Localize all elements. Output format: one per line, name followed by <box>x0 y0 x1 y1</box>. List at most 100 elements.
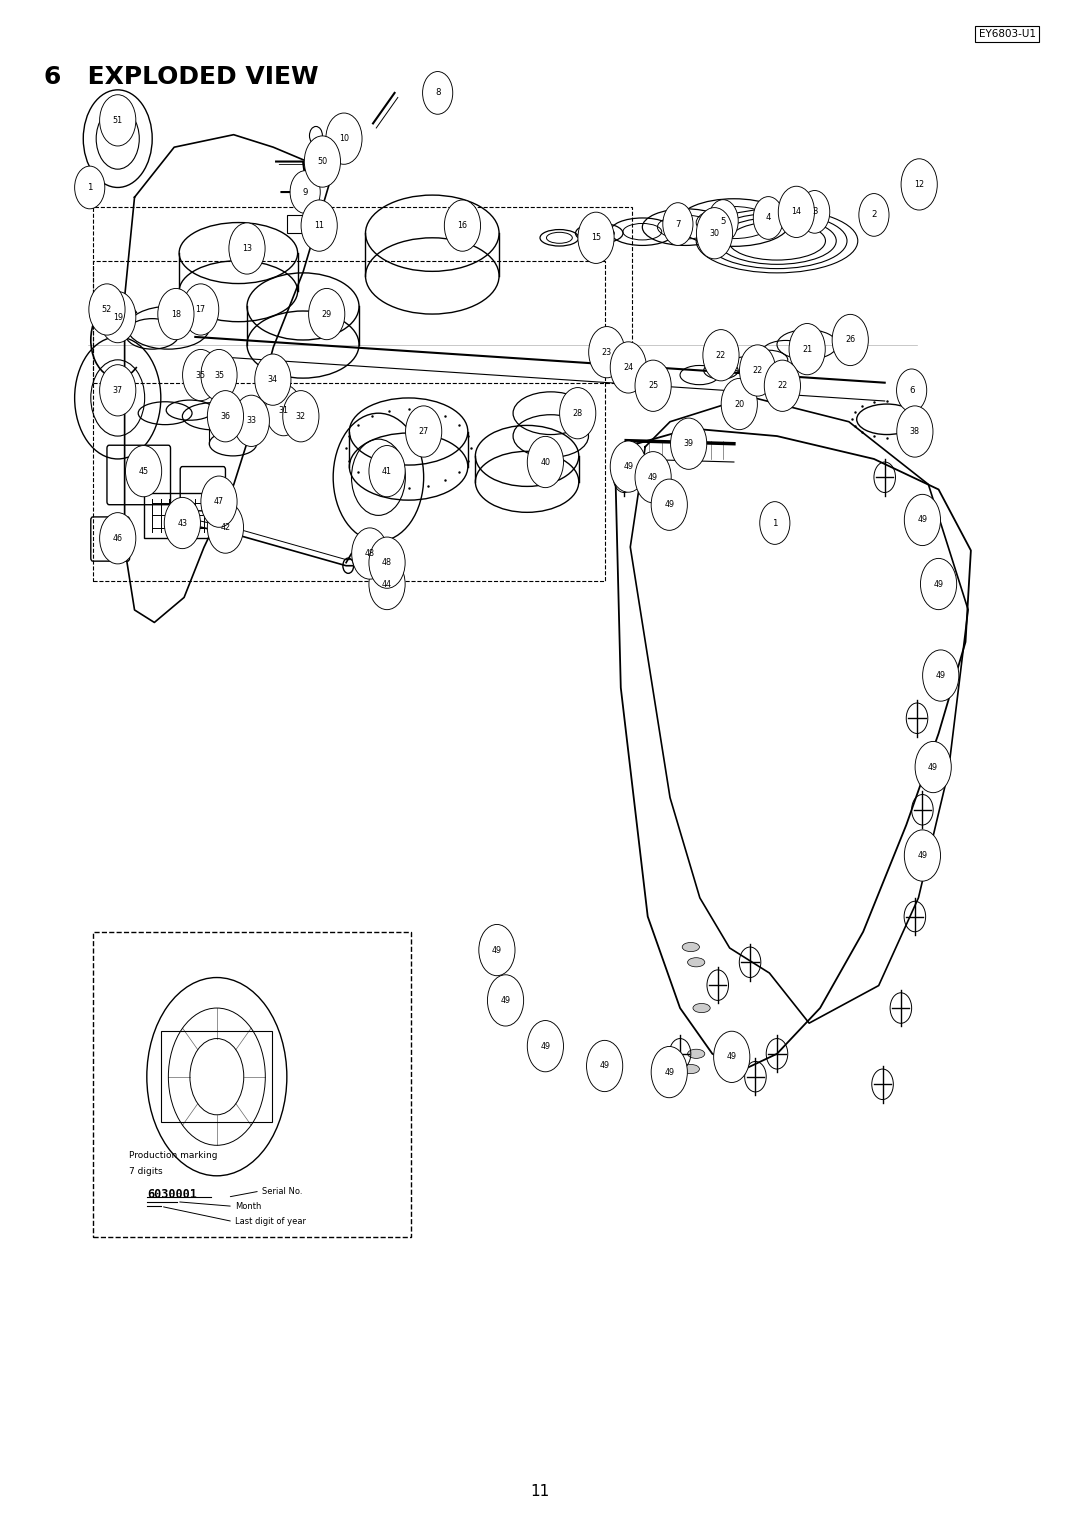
Text: 16: 16 <box>458 222 468 231</box>
Circle shape <box>201 477 238 527</box>
Circle shape <box>301 200 337 251</box>
Text: 22: 22 <box>778 382 787 390</box>
Text: 20: 20 <box>734 399 744 408</box>
Text: 14: 14 <box>792 208 801 217</box>
Text: 43: 43 <box>177 518 187 527</box>
Ellipse shape <box>688 1050 705 1059</box>
Text: 22: 22 <box>753 367 762 374</box>
Text: Last digit of year: Last digit of year <box>235 1218 306 1225</box>
Circle shape <box>765 361 800 411</box>
Circle shape <box>721 379 757 429</box>
Text: 7: 7 <box>675 220 680 229</box>
Circle shape <box>559 388 596 439</box>
Text: 8: 8 <box>435 89 441 98</box>
Text: 18: 18 <box>171 310 180 318</box>
Text: 32: 32 <box>296 411 306 420</box>
Circle shape <box>589 327 625 377</box>
Text: 17: 17 <box>195 306 205 313</box>
Text: 48: 48 <box>365 549 375 558</box>
Circle shape <box>283 391 319 442</box>
Circle shape <box>352 527 388 579</box>
Text: 39: 39 <box>684 439 693 448</box>
Bar <box>161 1031 272 1123</box>
Text: 33: 33 <box>246 416 256 425</box>
Text: 34: 34 <box>268 376 278 384</box>
Text: 49: 49 <box>491 946 502 955</box>
Circle shape <box>789 324 825 374</box>
Circle shape <box>487 975 524 1025</box>
Bar <box>287 215 309 234</box>
Text: 49: 49 <box>664 1068 674 1077</box>
Circle shape <box>527 1021 564 1071</box>
Text: 49: 49 <box>599 1062 610 1071</box>
Circle shape <box>75 167 105 209</box>
Text: 25: 25 <box>648 382 658 390</box>
Circle shape <box>527 437 564 487</box>
Circle shape <box>635 361 671 411</box>
Circle shape <box>714 1031 750 1082</box>
Circle shape <box>369 536 405 588</box>
Circle shape <box>158 289 194 339</box>
Text: 19: 19 <box>112 313 123 321</box>
Text: 22: 22 <box>716 351 726 359</box>
Circle shape <box>904 830 941 882</box>
Text: 49: 49 <box>648 472 658 481</box>
Circle shape <box>255 354 291 405</box>
Circle shape <box>183 284 219 335</box>
Circle shape <box>89 284 125 335</box>
Circle shape <box>478 924 515 976</box>
Text: 49: 49 <box>917 515 928 524</box>
Text: 5: 5 <box>720 217 726 226</box>
Circle shape <box>896 368 927 411</box>
Circle shape <box>444 200 481 251</box>
Text: 49: 49 <box>540 1042 551 1051</box>
Text: 11: 11 <box>314 222 324 231</box>
Text: 7 digits: 7 digits <box>129 1167 162 1175</box>
Circle shape <box>99 512 136 564</box>
Text: 30: 30 <box>710 229 719 238</box>
Circle shape <box>859 194 889 237</box>
Circle shape <box>753 197 783 240</box>
Circle shape <box>651 480 687 530</box>
Circle shape <box>703 330 739 380</box>
Circle shape <box>201 350 238 400</box>
Text: 42: 42 <box>220 523 230 532</box>
Circle shape <box>99 95 136 147</box>
Text: 6030001: 6030001 <box>147 1187 197 1201</box>
Circle shape <box>229 223 265 274</box>
Text: 4: 4 <box>766 214 771 223</box>
Text: 26: 26 <box>846 336 855 344</box>
Circle shape <box>635 452 671 503</box>
Text: Serial No.: Serial No. <box>262 1187 302 1195</box>
Bar <box>93 208 632 382</box>
Bar <box>144 492 217 538</box>
Text: 24: 24 <box>623 364 633 371</box>
Circle shape <box>578 212 615 263</box>
Text: 21: 21 <box>802 345 812 353</box>
Circle shape <box>663 203 693 246</box>
Circle shape <box>920 558 957 610</box>
Text: 49: 49 <box>727 1053 737 1062</box>
Circle shape <box>904 495 941 545</box>
Text: 47: 47 <box>214 497 224 506</box>
Text: 2: 2 <box>872 211 877 220</box>
Circle shape <box>369 558 405 610</box>
Text: 3: 3 <box>812 208 818 217</box>
Ellipse shape <box>683 1065 700 1074</box>
Text: 10: 10 <box>339 134 349 144</box>
Text: 48: 48 <box>382 558 392 567</box>
Text: 1: 1 <box>772 518 778 527</box>
Text: 49: 49 <box>928 762 939 772</box>
Text: 23: 23 <box>602 348 612 356</box>
Text: 52: 52 <box>102 306 112 313</box>
Text: 9: 9 <box>302 188 308 197</box>
Circle shape <box>164 498 201 549</box>
Text: 35: 35 <box>214 371 224 379</box>
Text: 45: 45 <box>138 466 149 475</box>
Circle shape <box>586 1041 623 1091</box>
Circle shape <box>922 649 959 701</box>
Text: 49: 49 <box>500 996 511 1005</box>
Text: Month: Month <box>235 1203 261 1210</box>
Text: 40: 40 <box>540 457 551 466</box>
Text: 50: 50 <box>318 157 327 167</box>
